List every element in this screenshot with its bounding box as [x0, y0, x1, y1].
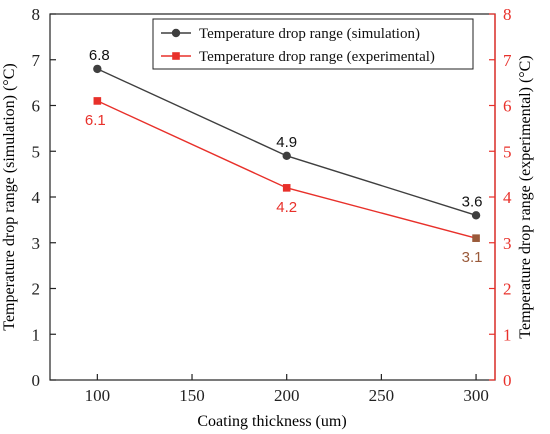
y-right-tick-label: 7	[503, 51, 512, 70]
legend-box	[152, 18, 474, 70]
y-left-tick-label: 7	[32, 51, 41, 70]
series-point-circle	[282, 151, 291, 161]
x-tick-label: 300	[463, 386, 489, 405]
y-left-tick-label: 5	[32, 142, 41, 161]
data-label: 6.1	[85, 112, 106, 129]
series-point-square	[93, 97, 102, 105]
y-left-tick-label: 8	[32, 5, 41, 24]
data-label: 4.9	[276, 134, 297, 151]
legend: Temperature drop range (simulation) Tempe…	[152, 18, 474, 70]
y-right-axis-label: Temperature drop range (experimental) (°…	[517, 55, 534, 338]
y-right-tick-label: 4	[503, 188, 512, 207]
y-right-tick-label: 8	[503, 5, 512, 24]
x-tick-label: 100	[85, 386, 111, 405]
series-point-circle	[471, 211, 481, 220]
data-label: 4.2	[276, 199, 297, 216]
y-right-tick-label: 3	[503, 234, 512, 253]
series-point-square	[282, 184, 291, 192]
y-left-tick-label: 6	[32, 97, 41, 116]
x-tick-label: 250	[369, 386, 395, 405]
series-line-2	[97, 100, 477, 239]
y-right-tick-label: 2	[503, 280, 512, 299]
y-left-tick-label: 2	[32, 280, 41, 299]
legend-label: Temperature drop range (simulation)	[199, 26, 420, 42]
y-right-tick-label: 0	[503, 371, 512, 390]
legend-marker-circle	[171, 28, 181, 38]
y-left-tick-label: 3	[32, 234, 41, 253]
x-tick-label: 200	[274, 386, 300, 405]
y-left-axis-label: Temperature drop range (simulation) (°C)	[1, 63, 18, 330]
x-axis-label: Coating thickness (um)	[197, 413, 346, 430]
series-point-square	[472, 234, 480, 242]
series-point-circle	[93, 64, 102, 74]
x-ticks: 100 150 200 250 300	[85, 374, 489, 405]
data-label: 3.6	[462, 193, 483, 210]
legend-marker-square	[172, 52, 180, 60]
data-label: 6.8	[89, 47, 110, 64]
series-layer: 6.8 4.9 3.6 6.1 4.2 3.1	[85, 47, 483, 266]
y-left-tick-label: 4	[32, 188, 41, 207]
y-right-tick-label: 5	[503, 142, 512, 161]
y-right-tick-label: 6	[503, 97, 512, 116]
y-right-tick-label: 1	[503, 325, 512, 344]
legend-label: Temperature drop range (experimental)	[199, 49, 435, 65]
y-left-ticks: 0 1 2 3 4 5 6 7 8	[32, 5, 56, 390]
x-tick-label: 150	[179, 386, 205, 405]
y-left-tick-label: 0	[32, 371, 41, 390]
y-right-ticks: 0 1 2 3 4 5 6 7 8	[489, 5, 512, 390]
y-left-tick-label: 1	[32, 325, 41, 344]
data-label: 3.1	[462, 249, 483, 266]
